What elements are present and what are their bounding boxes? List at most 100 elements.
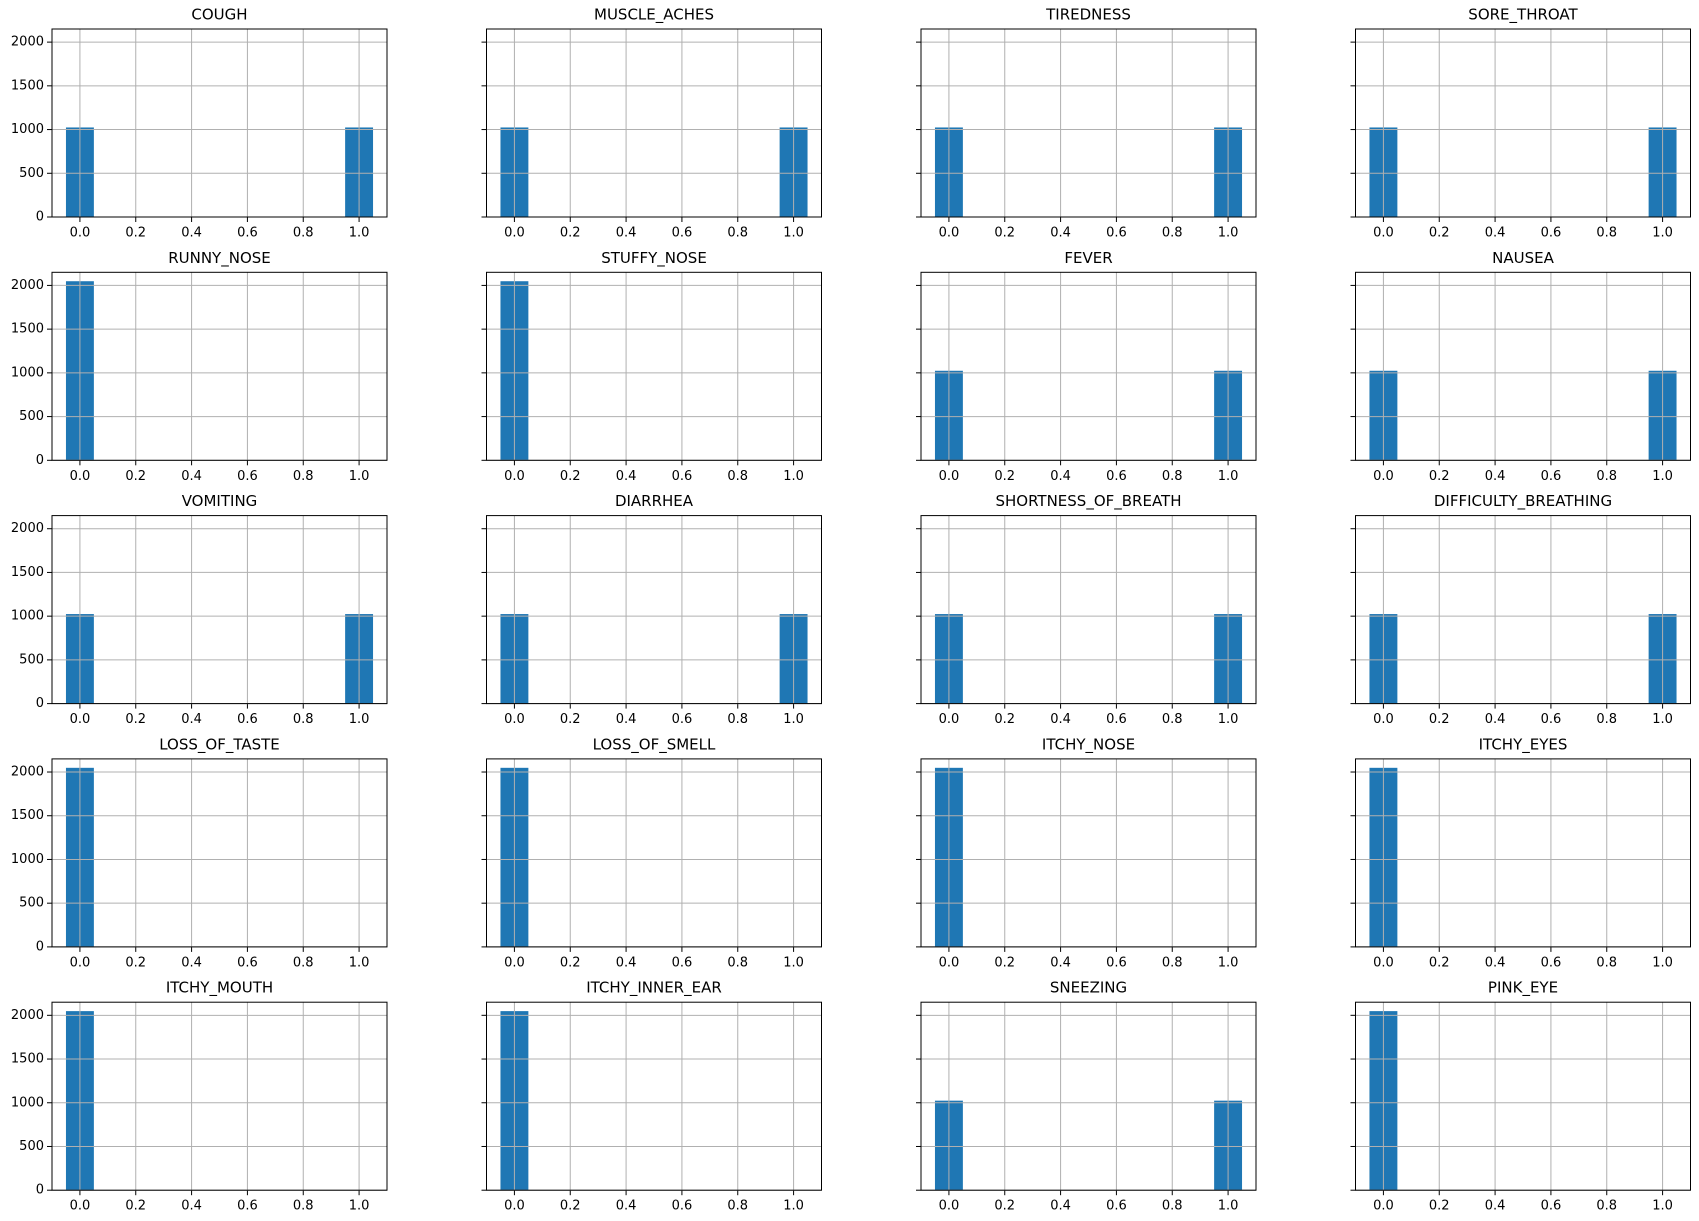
x-tick-label: 0.4 bbox=[181, 1199, 202, 1214]
x-tick-label: 0.0 bbox=[70, 469, 91, 484]
x-tick-label: 1.0 bbox=[349, 469, 370, 484]
x-tick-label: 0.6 bbox=[1541, 226, 1562, 241]
x-tick-label: 0.0 bbox=[1373, 469, 1394, 484]
axes-frame bbox=[920, 271, 1257, 461]
x-tick-label: 0.6 bbox=[237, 1199, 258, 1214]
x-tick-label: 0.6 bbox=[237, 712, 258, 727]
axes-frame bbox=[920, 1001, 1257, 1191]
x-tick-label: 0.4 bbox=[1485, 1199, 1506, 1214]
x-tick-label: 0.8 bbox=[727, 469, 748, 484]
x-tick-label: 0.8 bbox=[293, 1199, 314, 1214]
x-tick-label: 0.4 bbox=[181, 469, 202, 484]
x-tick-label: 0.0 bbox=[504, 469, 525, 484]
subplot-title: SORE_THROAT bbox=[1468, 6, 1578, 25]
y-tick-label: 1000 bbox=[11, 365, 44, 380]
x-tick-label: 0.2 bbox=[994, 469, 1015, 484]
y-tick-label: 1000 bbox=[11, 1095, 44, 1110]
subplot-title: PINK_EYE bbox=[1488, 979, 1558, 998]
y-tick-label: 1500 bbox=[11, 1052, 44, 1067]
x-tick-label: 0.0 bbox=[1373, 1199, 1394, 1214]
x-tick-label: 1.0 bbox=[1218, 226, 1239, 241]
x-tick-label: 0.4 bbox=[616, 469, 637, 484]
x-tick-label: 0.6 bbox=[672, 712, 693, 727]
x-tick-label: 1.0 bbox=[1218, 1199, 1239, 1214]
y-tick-label: 2000 bbox=[11, 521, 44, 536]
x-tick-label: 0.2 bbox=[125, 955, 146, 970]
axes-frame bbox=[1355, 515, 1691, 705]
x-tick-label: 0.6 bbox=[672, 226, 693, 241]
y-tick-label: 0 bbox=[36, 939, 44, 954]
x-tick-label: 0.8 bbox=[1162, 955, 1183, 970]
subplot-title: VOMITING bbox=[182, 492, 258, 510]
x-tick-label: 0.2 bbox=[125, 712, 146, 727]
subplot-title: MUSCLE_ACHES bbox=[594, 6, 714, 25]
x-tick-label: 0.6 bbox=[1541, 1199, 1562, 1214]
axes-frame bbox=[1355, 1001, 1691, 1191]
y-tick-label: 1500 bbox=[11, 565, 44, 580]
axes-frame bbox=[1355, 271, 1691, 461]
subplot-title: SNEEZING bbox=[1050, 979, 1127, 997]
subplot-title: LOSS_OF_SMELL bbox=[593, 735, 716, 754]
x-tick-label: 0.8 bbox=[727, 955, 748, 970]
x-tick-label: 1.0 bbox=[1218, 955, 1239, 970]
x-tick-label: 0.8 bbox=[293, 226, 314, 241]
subplot-title: SHORTNESS_OF_BREATH bbox=[995, 492, 1181, 511]
x-tick-label: 0.0 bbox=[939, 226, 960, 241]
x-tick-label: 0.6 bbox=[1106, 226, 1127, 241]
x-tick-label: 0.4 bbox=[616, 226, 637, 241]
axes-frame bbox=[1355, 758, 1691, 948]
x-tick-label: 1.0 bbox=[349, 712, 370, 727]
x-tick-label: 0.6 bbox=[1541, 469, 1562, 484]
x-tick-label: 0.4 bbox=[616, 1199, 637, 1214]
x-tick-label: 0.2 bbox=[1429, 955, 1450, 970]
axes-frame bbox=[51, 1001, 388, 1191]
subplot-title: STUFFY_NOSE bbox=[601, 249, 707, 268]
x-tick-label: 0.2 bbox=[994, 955, 1015, 970]
x-tick-label: 0.6 bbox=[237, 469, 258, 484]
subplot-title: ITCHY_INNER_EAR bbox=[586, 979, 722, 998]
y-tick-label: 0 bbox=[36, 210, 44, 225]
x-tick-label: 0.8 bbox=[293, 469, 314, 484]
x-tick-label: 1.0 bbox=[783, 712, 804, 727]
x-tick-label: 0.8 bbox=[1596, 1199, 1617, 1214]
x-tick-label: 0.4 bbox=[616, 955, 637, 970]
x-tick-label: 0.0 bbox=[1373, 226, 1394, 241]
x-tick-label: 0.8 bbox=[1162, 712, 1183, 727]
x-tick-label: 0.0 bbox=[1373, 712, 1394, 727]
subplot-title: NAUSEA bbox=[1492, 249, 1554, 267]
x-tick-label: 0.8 bbox=[1596, 712, 1617, 727]
axes-frame bbox=[920, 515, 1257, 705]
x-tick-label: 1.0 bbox=[1218, 469, 1239, 484]
x-tick-label: 0.0 bbox=[70, 712, 91, 727]
x-tick-label: 0.6 bbox=[672, 1199, 693, 1214]
axes-frame bbox=[51, 515, 388, 705]
x-tick-label: 0.6 bbox=[1106, 469, 1127, 484]
axes-frame bbox=[51, 28, 388, 218]
x-tick-label: 0.2 bbox=[1429, 226, 1450, 241]
y-tick-label: 2000 bbox=[11, 278, 44, 293]
subplot-title: ITCHY_EYES bbox=[1479, 735, 1568, 754]
y-tick-label: 1000 bbox=[11, 852, 44, 867]
x-tick-label: 1.0 bbox=[1218, 712, 1239, 727]
axes-frame bbox=[486, 271, 822, 461]
x-tick-label: 1.0 bbox=[349, 1199, 370, 1214]
x-tick-label: 0.0 bbox=[939, 469, 960, 484]
y-tick-label: 0 bbox=[36, 1183, 44, 1198]
x-tick-label: 0.8 bbox=[1596, 469, 1617, 484]
y-tick-label: 500 bbox=[19, 896, 44, 911]
x-tick-label: 0.8 bbox=[293, 955, 314, 970]
y-tick-label: 2000 bbox=[11, 1008, 44, 1023]
x-tick-label: 0.4 bbox=[1485, 469, 1506, 484]
x-tick-label: 0.8 bbox=[1162, 1199, 1183, 1214]
x-tick-label: 0.2 bbox=[125, 469, 146, 484]
x-tick-label: 0.4 bbox=[181, 955, 202, 970]
x-tick-label: 0.6 bbox=[1541, 955, 1562, 970]
x-tick-label: 0.6 bbox=[237, 226, 258, 241]
x-tick-label: 0.8 bbox=[727, 1199, 748, 1214]
y-tick-label: 2000 bbox=[11, 765, 44, 780]
subplot-title: ITCHY_MOUTH bbox=[166, 979, 273, 998]
x-tick-label: 0.0 bbox=[504, 1199, 525, 1214]
axes-frame bbox=[1355, 28, 1691, 218]
y-tick-label: 2000 bbox=[11, 35, 44, 50]
x-tick-label: 1.0 bbox=[783, 1199, 804, 1214]
